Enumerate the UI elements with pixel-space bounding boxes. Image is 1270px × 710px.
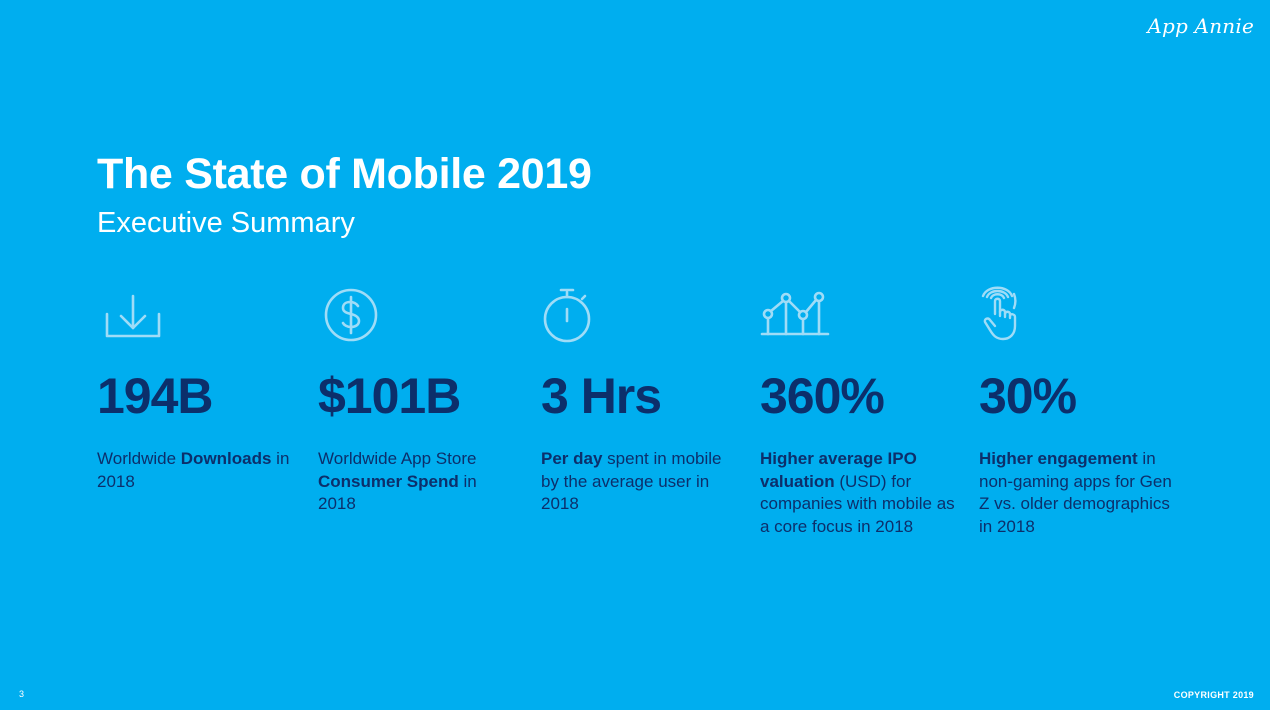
- stat-value: $101B: [318, 368, 461, 424]
- download-icon: [97, 284, 167, 346]
- dollar-coin-icon: [318, 284, 388, 346]
- stat-value: 194B: [97, 368, 214, 424]
- stat-value: 3 Hrs: [541, 368, 662, 424]
- stat-downloads: 194B Worldwide Downloads in 2018: [97, 284, 297, 493]
- page-subtitle: Executive Summary: [97, 207, 355, 239]
- page-number: 3: [19, 689, 25, 699]
- stat-engagement: 30% Higher engagement in non-gaming apps…: [979, 284, 1179, 538]
- stat-value: 30%: [979, 368, 1077, 424]
- stopwatch-icon: [541, 284, 611, 346]
- stat-time-spent: 3 Hrs Per day spent in mobile by the ave…: [541, 284, 741, 516]
- copyright-notice: COPYRIGHT 2019: [1173, 690, 1254, 700]
- stat-description: Higher average IPO valuation (USD) for c…: [760, 449, 955, 536]
- line-chart-icon: [760, 284, 830, 346]
- stat-consumer-spend: $101B Worldwide App Store Consumer Spend…: [318, 284, 518, 516]
- stat-description: Worldwide Downloads in 2018: [97, 449, 290, 491]
- tap-gesture-icon: [979, 284, 1049, 346]
- app-annie-logo: App Annie: [1147, 14, 1254, 38]
- stat-description: Worldwide App Store Consumer Spend in 20…: [318, 449, 477, 513]
- stat-description: Higher engagement in non-gaming apps for…: [979, 449, 1172, 536]
- stat-description: Per day spent in mobile by the average u…: [541, 449, 722, 513]
- stat-ipo-valuation: 360% Higher average IPO valuation (USD) …: [760, 284, 960, 538]
- page-title: The State of Mobile 2019: [97, 150, 592, 198]
- stat-value: 360%: [760, 368, 885, 424]
